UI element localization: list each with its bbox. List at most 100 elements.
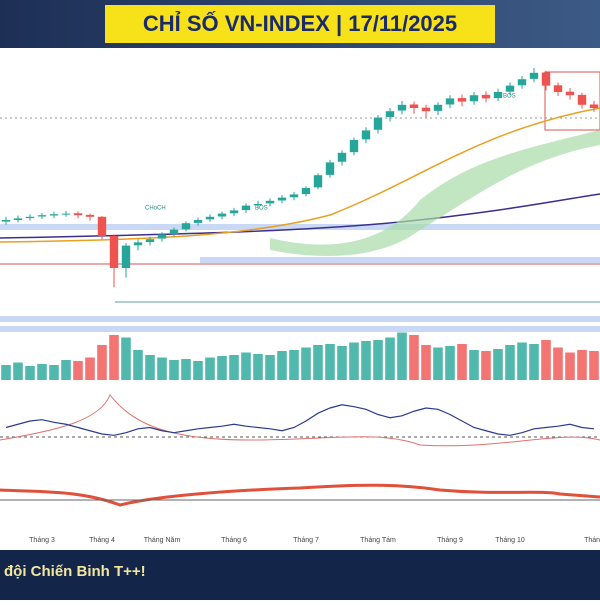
annotation: BOS [503,94,516,100]
oscillator-line [5,404,595,436]
volume-bar [1,365,11,380]
candle-body [361,130,371,140]
footer-text: đội Chiến Binh T++! [4,563,146,580]
candle-body [577,94,587,105]
volume-bar [565,352,575,380]
candle-body [433,104,443,111]
volume-bar [421,345,431,380]
volume-bar [109,335,119,380]
candle-body [385,111,395,117]
volume-bar [445,346,455,380]
candle-body [337,152,347,162]
volume-bar [205,357,215,380]
candle-body [85,214,95,217]
candle-body [529,72,539,79]
zone [544,71,600,131]
candle-body [493,92,503,99]
chart-title: CHỈ SỐ VN-INDEX | 17/11/2025 [143,10,457,36]
candle-body [445,98,455,105]
volume-bar [553,347,563,380]
candle-body [325,162,335,175]
volume-bar [361,341,371,380]
candle-body [517,79,527,86]
candle-body [1,220,11,222]
volume-bar [469,350,479,380]
volume-bar [529,344,539,380]
band [0,326,600,332]
x-tick-label: Tháng Tám [360,537,396,544]
candle-body [553,85,563,92]
volume-bar [13,362,23,380]
x-tick-label: Tháng 10 [495,537,525,544]
volume-bar [181,359,191,380]
volume-bar [217,356,227,380]
candle-body [541,72,551,86]
x-tick-label: Tháng 3 [29,537,55,544]
volume-bar [49,365,59,380]
volume-bar [517,342,527,380]
volume-bar [121,337,131,380]
candle-body [109,236,119,268]
cloud [270,130,600,256]
volume-bar [577,350,587,380]
band [0,224,600,230]
volume-bar [409,335,419,380]
volume-bar [505,345,515,380]
candle-body [25,216,35,219]
candle-body [121,245,131,268]
candle-body [193,220,203,223]
candle-body [205,216,215,220]
candle-body [169,229,179,235]
volume-bar [25,366,35,380]
candle-body [229,210,239,214]
ma-line [0,107,600,243]
candle-body [481,94,491,99]
candle-body [73,213,83,216]
volume-bar [97,345,107,380]
band [0,316,600,322]
candle-body [61,213,71,215]
candle-body [421,107,431,112]
volume-bar [241,352,251,380]
volume-bar [373,340,383,380]
candle-body [565,91,575,96]
candle-body [181,223,191,230]
candle-body [13,218,23,220]
candle-body [301,188,311,195]
decor: CHoCH BOS BOS [0,71,600,507]
candle-body [217,213,227,217]
volume-bar [289,350,299,380]
volume-bar [349,342,359,380]
ma-line [0,193,600,239]
candle-body [49,214,59,216]
volume-bar [541,340,551,380]
candle-body [505,85,515,92]
volume-bar [481,351,491,380]
candle-body [373,117,383,130]
candle-body [589,104,599,108]
volume-bar [265,355,275,380]
candle-body [469,95,479,102]
x-tick-label: Tháng 4 [89,537,115,544]
candle-body [457,98,467,102]
candle-body [157,234,167,239]
volume-bar [457,344,467,380]
osc-line [0,394,600,447]
volume-bar [193,361,203,380]
candle-body [253,204,263,206]
candle-body [289,194,299,198]
candle-body [349,140,359,153]
volume-bar [133,350,143,380]
volume-bar [169,360,179,380]
volume-bar [85,357,95,380]
volume-bar [385,337,395,380]
x-tick-label: Tháng Năm [144,537,181,544]
candle-body [37,215,47,217]
candle-body [313,175,323,188]
candle-body [409,104,419,108]
x-tick-label: Tháng 7 [293,537,319,544]
x-tick-label: Tháng 9 [437,537,463,544]
volume-bar [337,346,347,380]
candle-body [277,197,287,201]
